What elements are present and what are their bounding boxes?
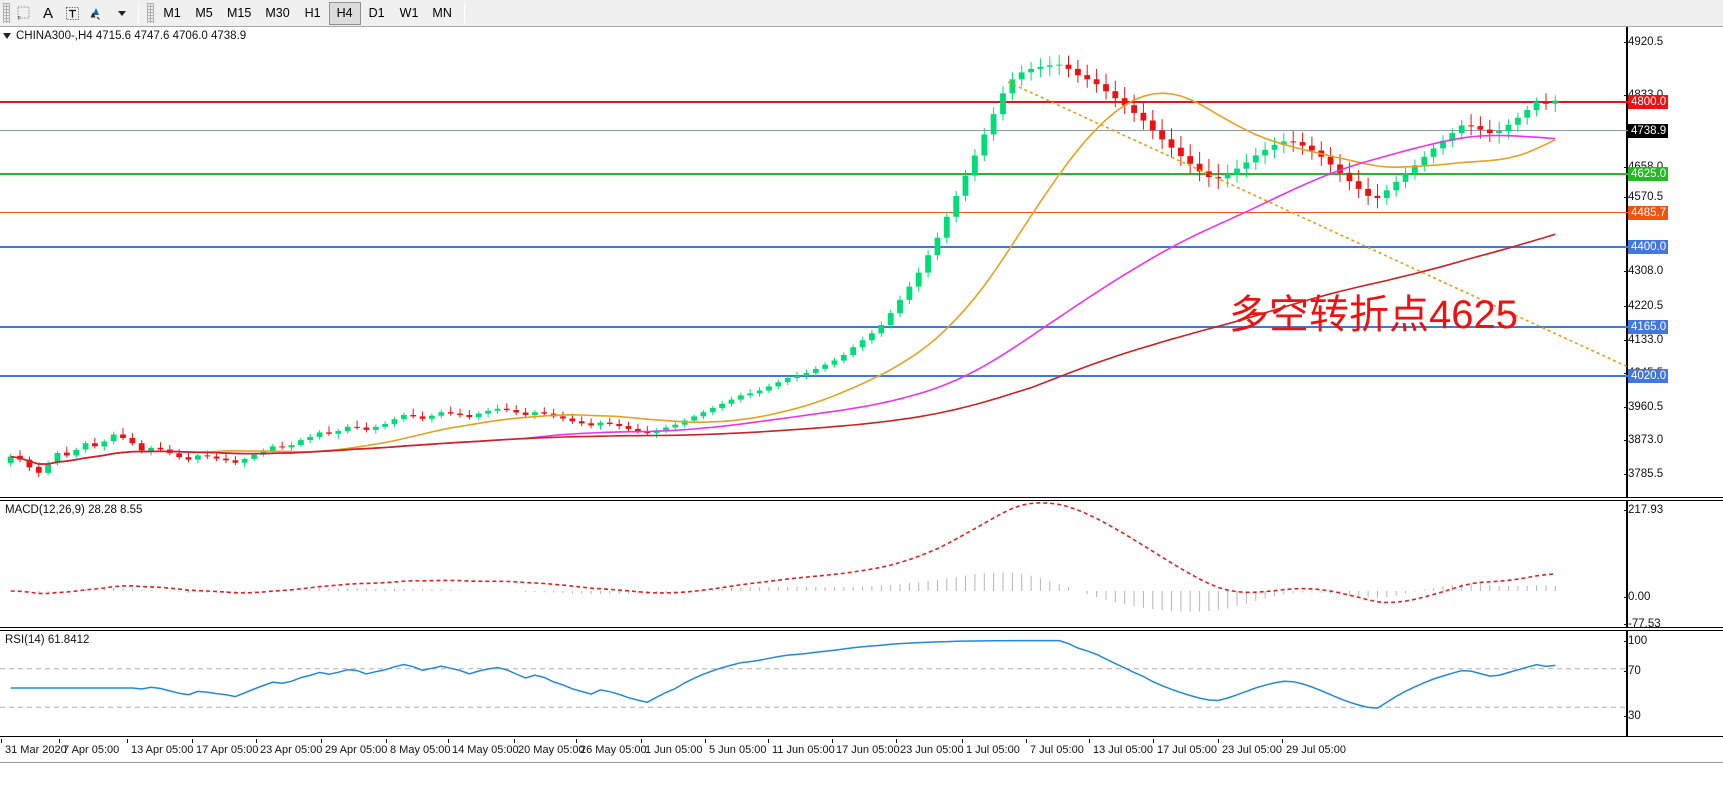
price-tag-4625: 4625.0 (1628, 167, 1669, 181)
chart-container[interactable]: CHINA300-,H4 4715.6 4747.6 4706.0 4738.9… (0, 27, 1723, 800)
level-line-4485 (0, 212, 1628, 213)
timeframe-w1[interactable]: W1 (399, 6, 419, 20)
rsi-pane[interactable]: RSI(14) 61.8412 100 70 30 0 (0, 630, 1723, 737)
time-label: 7 Apr 05:00 (58, 739, 120, 756)
rsi-tick: 100 (1623, 635, 1648, 647)
time-label: 29 Jul 05:00 (1282, 739, 1346, 756)
timeframe-m30[interactable]: M30 (265, 6, 290, 20)
price-tick: 4133.0 (1623, 334, 1664, 346)
timeframe-d1[interactable]: D1 (368, 6, 385, 20)
timeframe-h1[interactable]: H1 (304, 6, 321, 20)
text-tool-icon[interactable]: A (42, 4, 53, 22)
price-tick: 4220.5 (1623, 300, 1664, 312)
symbol-header-text: CHINA300-,H4 4715.6 4747.6 4706.0 4738.9 (16, 30, 247, 42)
rsi-series-canvas (0, 639, 1628, 709)
price-pane[interactable]: CHINA300-,H4 4715.6 4747.6 4706.0 4738.9… (0, 27, 1723, 498)
macd-axis[interactable]: 217.93 0.00 -77.53 (1623, 501, 1723, 628)
time-label: 17 Apr 05:00 (191, 739, 259, 756)
symbol-header: CHINA300-,H4 4715.6 4747.6 4706.0 4738.9 (3, 30, 246, 42)
price-axis-border (1626, 27, 1628, 497)
price-tick: 3960.5 (1623, 401, 1664, 413)
price-tick: 4570.5 (1623, 191, 1664, 203)
price-tag-4165: 4165.0 (1628, 320, 1669, 334)
crosshair-icon[interactable]: F (12, 1, 36, 25)
time-label: 7 Jul 05:00 (1026, 739, 1084, 756)
macd-label: MACD(12,26,9) 28.28 8.55 (5, 504, 143, 516)
macd-series-canvas (10, 501, 1556, 612)
timeframe-mn[interactable]: MN (432, 6, 452, 20)
level-line-4020 (0, 375, 1628, 377)
time-label: 13 Apr 05:00 (126, 739, 194, 756)
timeframe-m15[interactable]: M15 (227, 6, 252, 20)
time-label: 31 Mar 2020 (1, 739, 67, 756)
level-line-4400 (0, 246, 1628, 248)
time-label: 23 Jul 05:00 (1218, 739, 1282, 756)
level-line-4625 (0, 173, 1628, 175)
level-line-current (0, 130, 1628, 131)
status-strip (0, 764, 1723, 800)
time-label: 13 Jul 05:00 (1089, 739, 1153, 756)
timeframe-h4[interactable]: H4 (328, 1, 361, 25)
toolbar-grip[interactable] (3, 3, 10, 23)
price-axis[interactable]: 4920.5 4833.0 4658.0 4570.5 4308.0 4220.… (1623, 27, 1723, 497)
time-label: 17 Jul 05:00 (1153, 739, 1217, 756)
time-label: 20 May 05:00 (514, 739, 585, 756)
time-label: 1 Jul 05:00 (962, 739, 1020, 756)
macd-tick: -77.53 (1624, 618, 1661, 628)
macd-tick: 0.00 (1623, 591, 1651, 603)
rsi-label: RSI(14) 61.8412 (5, 634, 90, 646)
toolbar-divider-2 (463, 3, 465, 23)
time-label: 5 Jun 05:00 (705, 739, 767, 756)
trend-line-overlay (1007, 81, 1628, 368)
price-tag-4400: 4400.0 (1628, 240, 1669, 254)
time-label: 26 May 05:00 (576, 739, 647, 756)
price-series-canvas (7, 54, 1559, 478)
macd-tick: 217.93 (1623, 504, 1664, 516)
macd-axis-border (1626, 501, 1628, 627)
timeframe-m5[interactable]: M5 (195, 6, 213, 20)
rsi-tick: 70 (1624, 665, 1641, 677)
shapes-tool-icon[interactable] (84, 1, 109, 25)
toolbar-divider (138, 3, 139, 23)
price-tag-4485: 4485.7 (1628, 206, 1669, 220)
label-tool-icon[interactable] (60, 1, 84, 25)
price-tick: 4308.0 (1623, 265, 1664, 277)
timeframe-grip[interactable] (147, 3, 154, 23)
time-label: 23 Apr 05:00 (255, 739, 323, 756)
svg-text:F: F (18, 16, 21, 21)
rsi-axis-border (1626, 631, 1628, 736)
macd-pane[interactable]: MACD(12,26,9) 28.28 8.55 217.93 0.00 -77… (0, 500, 1723, 628)
price-tag-4020: 4020.0 (1628, 369, 1669, 383)
time-label: 11 Jun 05:00 (768, 739, 835, 756)
level-line-4800 (0, 101, 1628, 103)
time-label: 17 Jun 05:00 (832, 739, 900, 756)
rsi-axis[interactable]: 100 70 30 0 (1623, 631, 1723, 736)
price-tag-current: 4738.9 (1628, 124, 1669, 138)
shapes-dropdown-icon[interactable] (109, 1, 133, 25)
time-label: 8 May 05:00 (386, 739, 451, 756)
time-label: 23 Jun 05:00 (896, 739, 964, 756)
price-tag-4800: 4800.0 (1628, 95, 1669, 109)
time-label: 1 Jun 05:00 (641, 739, 703, 756)
main-toolbar: F A M1 M5 M15 M30 H1 H4 D1 W1 MN (0, 0, 1723, 27)
collapse-caret-icon[interactable] (3, 33, 11, 39)
timeframe-m1[interactable]: M1 (163, 6, 181, 20)
time-label: 29 Apr 05:00 (320, 739, 388, 756)
price-tick: 4920.5 (1623, 36, 1664, 48)
level-line-4165 (0, 326, 1628, 328)
time-label: 14 May 05:00 (448, 739, 519, 756)
price-tick: 3785.5 (1623, 468, 1664, 480)
time-axis[interactable]: 31 Mar 2020 7 Apr 05:00 13 Apr 05:00 17 … (0, 739, 1723, 763)
chart-annotation: 多空转折点4625 (1229, 293, 1518, 337)
rsi-tick: 30 (1624, 710, 1641, 722)
price-tick: 3873.0 (1623, 434, 1664, 446)
